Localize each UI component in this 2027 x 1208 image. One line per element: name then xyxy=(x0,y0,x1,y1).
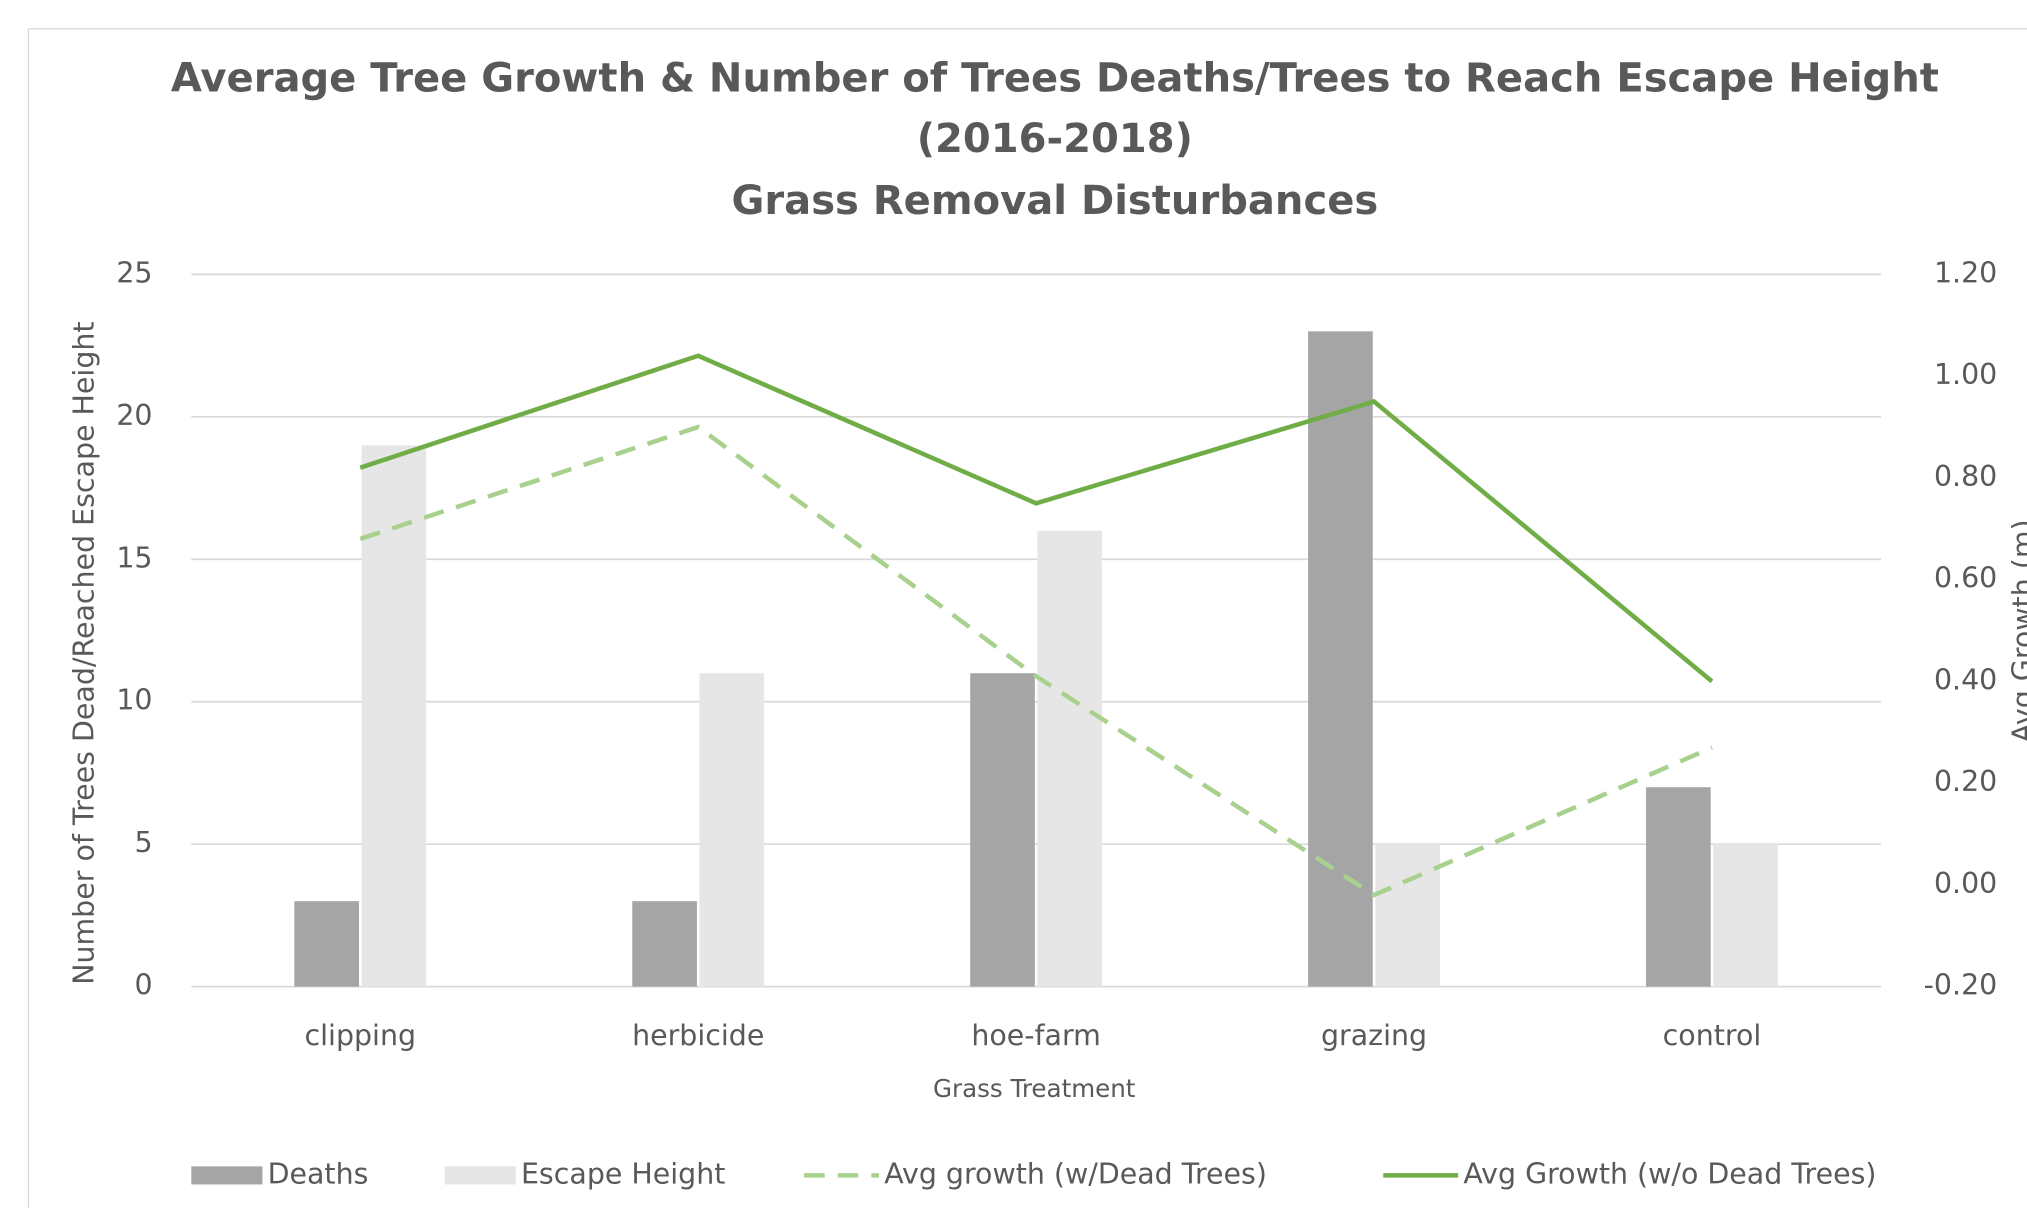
y2-axis-label: Avg Growth (m) xyxy=(2006,519,2027,743)
bar xyxy=(1308,331,1373,987)
chart-subtitle: Grass Removal Disturbances xyxy=(732,178,1379,224)
bar xyxy=(699,673,765,987)
y-axis-label: Number of Trees Dead/Reached Escape Heig… xyxy=(67,321,100,984)
chart-title: (2016-2018) xyxy=(917,116,1193,162)
y2-tick-label: 0.80 xyxy=(1934,460,1997,493)
chart-frame xyxy=(27,28,2027,1208)
chart-title: Average Tree Growth & Number of Trees De… xyxy=(171,55,1939,101)
legend-label: Deaths xyxy=(268,1157,369,1190)
x-tick-label: herbicide xyxy=(632,1019,764,1052)
y-tick-label: 0 xyxy=(134,969,152,1002)
y2-tick-label: -0.20 xyxy=(1924,969,1998,1002)
bar xyxy=(970,673,1035,987)
x-tick-label: grazing xyxy=(1321,1019,1427,1052)
bar xyxy=(1646,787,1711,987)
bar xyxy=(294,901,359,987)
legend-swatch xyxy=(444,1166,516,1185)
bar xyxy=(632,901,697,987)
legend-label: Avg Growth (w/o Dead Trees) xyxy=(1463,1157,1876,1190)
line-series xyxy=(359,424,1713,898)
bar xyxy=(1713,844,1778,987)
legend-label: Escape Height xyxy=(521,1157,725,1190)
y2-tick-label: 1.20 xyxy=(1934,256,1997,289)
bar xyxy=(1037,530,1103,987)
legend-swatch xyxy=(191,1166,263,1185)
x-tick-label: control xyxy=(1663,1019,1762,1052)
y-tick-label: 25 xyxy=(116,256,152,289)
y2-tick-label: 0.00 xyxy=(1934,867,1997,900)
x-tick-label: hoe-farm xyxy=(971,1019,1101,1052)
y-tick-label: 5 xyxy=(134,826,152,859)
x-tick-label: clipping xyxy=(305,1019,417,1052)
legend-label: Avg growth (w/Dead Trees) xyxy=(884,1157,1267,1190)
line-series xyxy=(359,353,1714,684)
x-axis-label: Grass Treatment xyxy=(933,1074,1136,1103)
y2-tick-label: 1.00 xyxy=(1934,358,1997,391)
y2-tick-label: 0.20 xyxy=(1934,765,1997,798)
bar xyxy=(1375,844,1440,987)
y-tick-label: 10 xyxy=(116,684,152,717)
y-tick-label: 20 xyxy=(116,399,152,432)
y2-tick-label: 0.60 xyxy=(1934,562,1997,595)
y2-tick-label: 0.40 xyxy=(1934,663,1997,696)
y-tick-label: 15 xyxy=(116,541,152,574)
